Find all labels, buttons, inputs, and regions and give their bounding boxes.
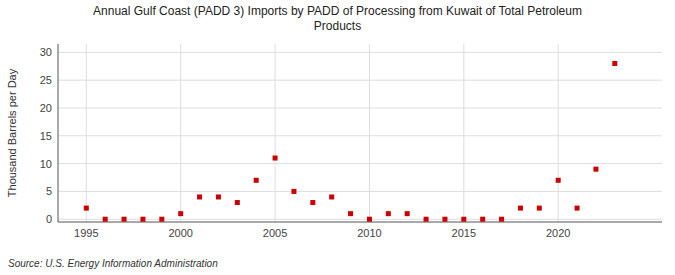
- grid: [58, 44, 662, 222]
- y-tick-label: 20: [40, 102, 52, 114]
- point: [480, 217, 485, 222]
- y-grid-line: [58, 163, 662, 164]
- point: [329, 194, 334, 199]
- y-grid-line: [58, 107, 662, 108]
- point: [159, 217, 164, 222]
- point: [84, 206, 89, 211]
- point: [405, 211, 410, 216]
- point: [178, 211, 183, 216]
- y-tick-label: 15: [40, 130, 52, 142]
- point: [254, 178, 259, 183]
- y-tick-label: 0: [46, 213, 52, 225]
- x-tick-label: 2015: [452, 227, 476, 239]
- point: [424, 217, 429, 222]
- point: [291, 189, 296, 194]
- point: [197, 194, 202, 199]
- y-grid-line: [58, 191, 662, 192]
- point: [593, 167, 598, 172]
- point: [216, 194, 221, 199]
- point: [442, 217, 447, 222]
- point: [386, 211, 391, 216]
- x-grid-line: [463, 44, 464, 222]
- x-grid-line: [180, 44, 181, 222]
- point: [518, 206, 523, 211]
- x-tick-label: 2020: [546, 227, 570, 239]
- y-axis-line: [58, 44, 59, 222]
- point: [273, 156, 278, 161]
- title: Annual Gulf Coast (PADD 3) Imports by PA…: [93, 4, 582, 33]
- point: [348, 211, 353, 216]
- y-tick-label: 30: [40, 46, 52, 58]
- y-tick-label: 25: [40, 74, 52, 86]
- x-axis-line: [58, 222, 662, 223]
- y-tick-label: 5: [46, 185, 52, 197]
- y-grid-line: [58, 135, 662, 136]
- y-grid-line: [58, 80, 662, 81]
- source: Source: U.S. Energy Information Administ…: [8, 258, 218, 269]
- x-tick-label: 2010: [357, 227, 381, 239]
- chart-container: Annual Gulf Coast (PADD 3) Imports by PA…: [0, 0, 675, 275]
- point: [499, 217, 504, 222]
- point: [103, 217, 108, 222]
- x-tick-label: 1995: [74, 227, 98, 239]
- x-grid-line: [86, 44, 87, 222]
- chart: Annual Gulf Coast (PADD 3) Imports by PA…: [0, 0, 675, 275]
- y-tick-label: 10: [40, 158, 52, 170]
- point: [310, 200, 315, 205]
- x-grid-line: [275, 44, 276, 222]
- x-tick-label: 2000: [168, 227, 192, 239]
- y-grid-line: [58, 52, 662, 53]
- axes: 0 5 10 15 20 25 30 1995 2000 2005 2010 2015 2020: [40, 44, 662, 239]
- point: [367, 217, 372, 222]
- x-tick-label: 2005: [263, 227, 287, 239]
- point: [122, 217, 127, 222]
- point: [140, 217, 145, 222]
- point: [612, 61, 617, 66]
- point: [235, 200, 240, 205]
- x-grid-line: [558, 44, 559, 222]
- point: [575, 206, 580, 211]
- points: [84, 61, 618, 222]
- x-grid-line: [369, 44, 370, 222]
- point: [556, 178, 561, 183]
- point: [537, 206, 542, 211]
- point: [461, 217, 466, 222]
- y-grid-line: [58, 219, 662, 220]
- y-axis-label: Thousand Barrels per Day: [6, 68, 18, 197]
